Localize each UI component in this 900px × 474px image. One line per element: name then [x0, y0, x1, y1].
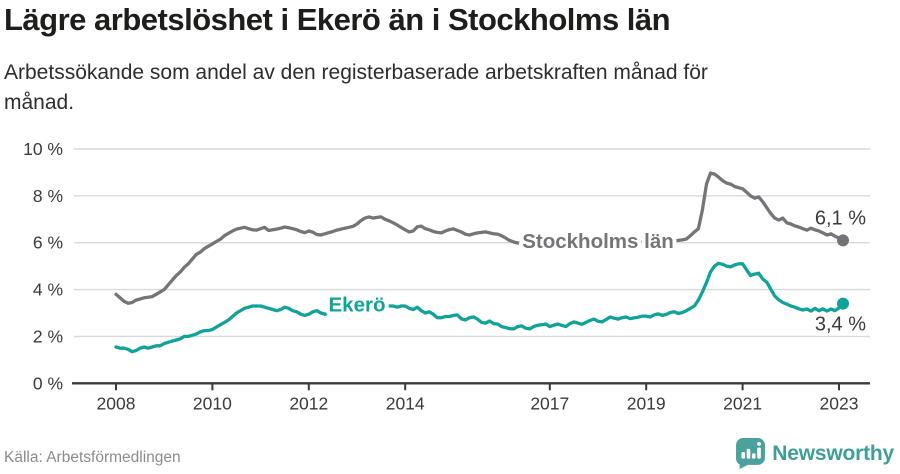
x-axis-tick-label: 2017 — [530, 393, 569, 413]
x-axis-tick-label: 2023 — [820, 393, 859, 413]
subtitle-line-2: månad. — [4, 91, 75, 114]
series-line-stockholm — [114, 171, 845, 305]
subtitle-line-1: Arbetssökande som andel av den registerb… — [4, 61, 708, 84]
y-axis-tick-label: 8 % — [33, 186, 63, 206]
y-axis-tick-label: 4 % — [33, 280, 63, 300]
end-value-label-stockholm: 6,1 % — [815, 207, 866, 229]
x-axis-tick-label: 2021 — [723, 393, 762, 413]
series-end-dot-ekero — [837, 297, 849, 310]
page-subtitle: Arbetssökande som andel av den registerb… — [4, 58, 708, 118]
x-axis-tick-label: 2019 — [627, 393, 666, 413]
x-axis-tick-label: 2010 — [193, 393, 232, 413]
series-inline-label-stockholm: Stockholms län — [522, 230, 674, 253]
source-note: Källa: Arbetsförmedlingen — [4, 449, 181, 466]
y-axis-tick-label: 0 % — [33, 373, 63, 393]
series-inline-label-ekero: Ekerö — [329, 294, 386, 317]
page-title: Lägre arbetslöshet i Ekerö än i Stockhol… — [4, 2, 671, 37]
series-end-dot-stockholm — [837, 234, 849, 247]
end-value-label-ekero: 3,4 % — [815, 314, 866, 336]
y-axis-tick-label: 10 % — [23, 139, 63, 159]
x-axis-tick-label: 2014 — [386, 393, 425, 413]
y-axis-tick-label: 6 % — [33, 233, 63, 253]
y-axis-tick-label: 2 % — [33, 326, 63, 346]
newsworthy-logo-icon — [736, 438, 766, 469]
unemployment-line-chart: 0 % 2 % 4 % 6 % 8 % 10 % 2008 2010 2012 2014 2017 2… — [23, 139, 870, 413]
x-axis-tick-label: 2012 — [289, 393, 328, 413]
x-axis-tick-label: 2008 — [97, 393, 136, 413]
series-line-ekero — [114, 261, 845, 354]
newsworthy-logo-text: Newsworthy — [772, 441, 894, 465]
newsworthy-brand: Newsworthy — [736, 438, 894, 469]
